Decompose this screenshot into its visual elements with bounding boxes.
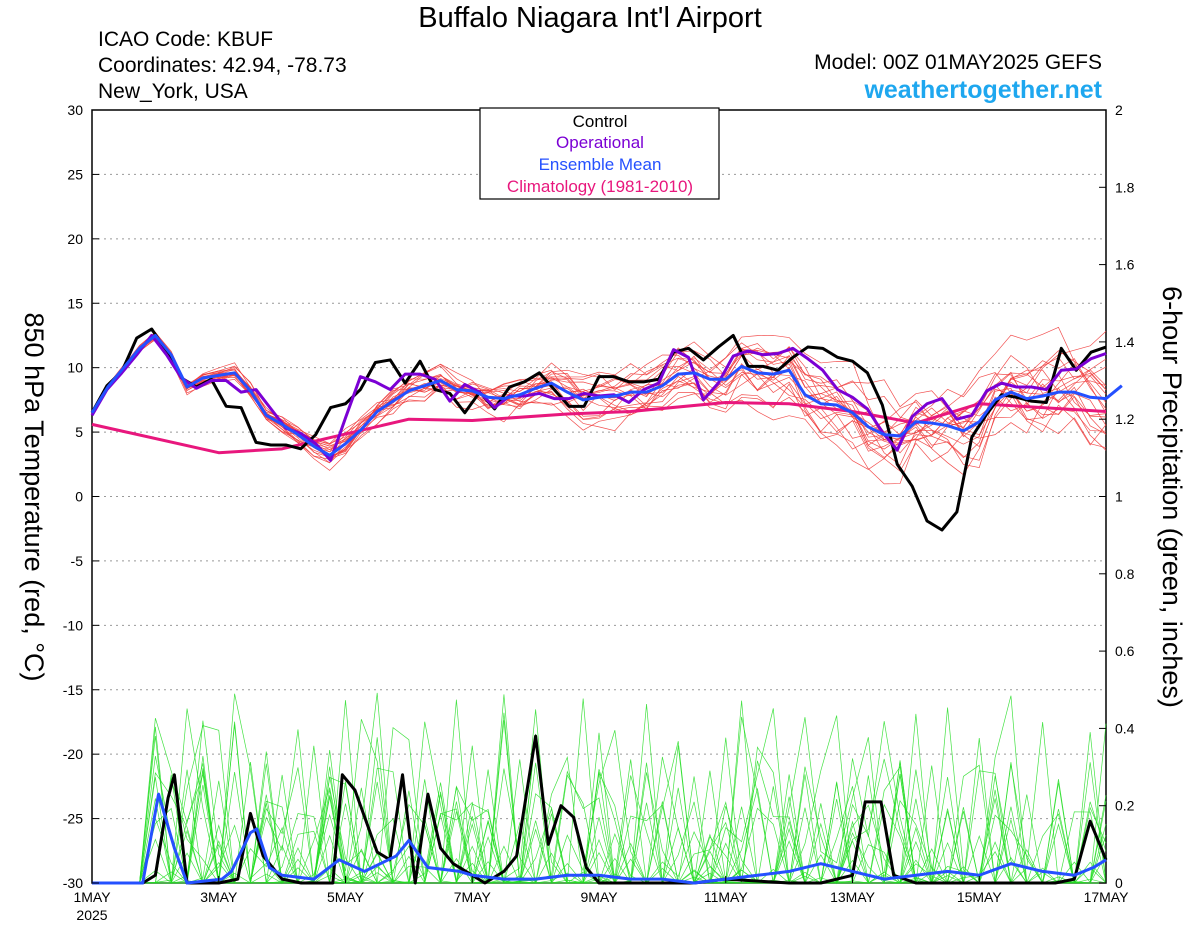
- left-tick-label: -25: [63, 811, 83, 827]
- right-axis-label: 6-hour Precipitation (green, inches): [1157, 286, 1187, 708]
- left-tick-label: -30: [63, 875, 83, 891]
- left-tick-label: -10: [63, 617, 83, 633]
- left-axis-label: 850 hPa Temperature (red, °C): [19, 313, 49, 682]
- left-tick-label: 20: [67, 231, 83, 247]
- legend-control: Control: [573, 112, 628, 131]
- left-tick-label: 5: [75, 424, 83, 440]
- left-tick-label: -5: [71, 553, 84, 569]
- x-tick-label: 13MAY: [830, 889, 876, 905]
- x-tick-label: 11MAY: [704, 889, 748, 905]
- axes: -30-25-20-15-10-505101520253000.20.40.60…: [63, 102, 1135, 923]
- temp-member-line: [91, 333, 1107, 453]
- left-tick-label: -15: [63, 682, 83, 698]
- legend-climatology: Climatology (1981-2010): [507, 177, 693, 196]
- precip-members: [92, 692, 1107, 885]
- control-temp-line: [90, 327, 1107, 532]
- right-tick-label: 0.4: [1115, 720, 1135, 736]
- temp-member-line: [91, 334, 1107, 464]
- precip-member-line: [92, 708, 1106, 884]
- legend-box: [479, 107, 720, 200]
- mean-precip-line: [92, 792, 1107, 885]
- mean-temp-line: [90, 333, 1123, 457]
- x-tick-label: 1MAY: [73, 889, 111, 905]
- right-tick-label: 1.6: [1115, 257, 1135, 273]
- legend-ensemble-mean: Ensemble Mean: [539, 155, 662, 174]
- right-tick-label: 1: [1115, 489, 1123, 505]
- right-tick-label: 0: [1115, 875, 1123, 891]
- x-tick-label: 15MAY: [957, 889, 1003, 905]
- temp-member-line: [91, 335, 1107, 461]
- right-tick-label: 0.6: [1115, 643, 1135, 659]
- right-tick-label: 1.4: [1115, 334, 1135, 350]
- location: New_York, USA: [98, 80, 248, 103]
- legend-operational: Operational: [556, 133, 644, 152]
- model-run: Model: 00Z 01MAY2025 GEFS: [814, 51, 1102, 74]
- left-tick-label: 30: [67, 102, 83, 118]
- x-tick-label: 17MAY: [1084, 889, 1130, 905]
- legend: Control Operational Ensemble Mean Climat…: [479, 107, 720, 200]
- icao-code: ICAO Code: KBUF: [98, 28, 274, 51]
- x-tick-label: 9MAY: [580, 889, 618, 905]
- left-tick-label: 15: [67, 295, 83, 311]
- precip-member-line: [92, 698, 1106, 885]
- x-tick-label: 7MAY: [454, 889, 492, 905]
- temp-member-line: [91, 337, 1107, 464]
- left-tick-label: 10: [67, 360, 83, 376]
- x-tick-label: 3MAY: [200, 889, 238, 905]
- left-tick-label: 0: [75, 489, 83, 505]
- right-tick-label: 1.2: [1115, 411, 1135, 427]
- left-tick-label: -20: [63, 746, 83, 762]
- precip-member-line: [92, 704, 1106, 885]
- temp-members: [91, 326, 1107, 485]
- temp-member-line: [91, 334, 1107, 485]
- x-tick-label: 5MAY: [327, 889, 365, 905]
- main-series: [90, 327, 1123, 885]
- chart-title: Buffalo Niagara Int'l Airport: [418, 2, 762, 34]
- grid: [92, 173, 1106, 820]
- right-tick-label: 2: [1115, 102, 1123, 118]
- left-tick-label: 25: [67, 166, 83, 182]
- right-tick-label: 1.8: [1115, 179, 1135, 195]
- x-tick-sublabel: 2025: [76, 907, 107, 923]
- right-tick-label: 0.8: [1115, 566, 1135, 582]
- right-tick-label: 0.2: [1115, 798, 1135, 814]
- plot-frame: [91, 109, 1107, 884]
- website-link[interactable]: weathertogether.net: [864, 76, 1102, 104]
- coordinates: Coordinates: 42.94, -78.73: [98, 54, 347, 77]
- precip-member-line: [92, 764, 1107, 885]
